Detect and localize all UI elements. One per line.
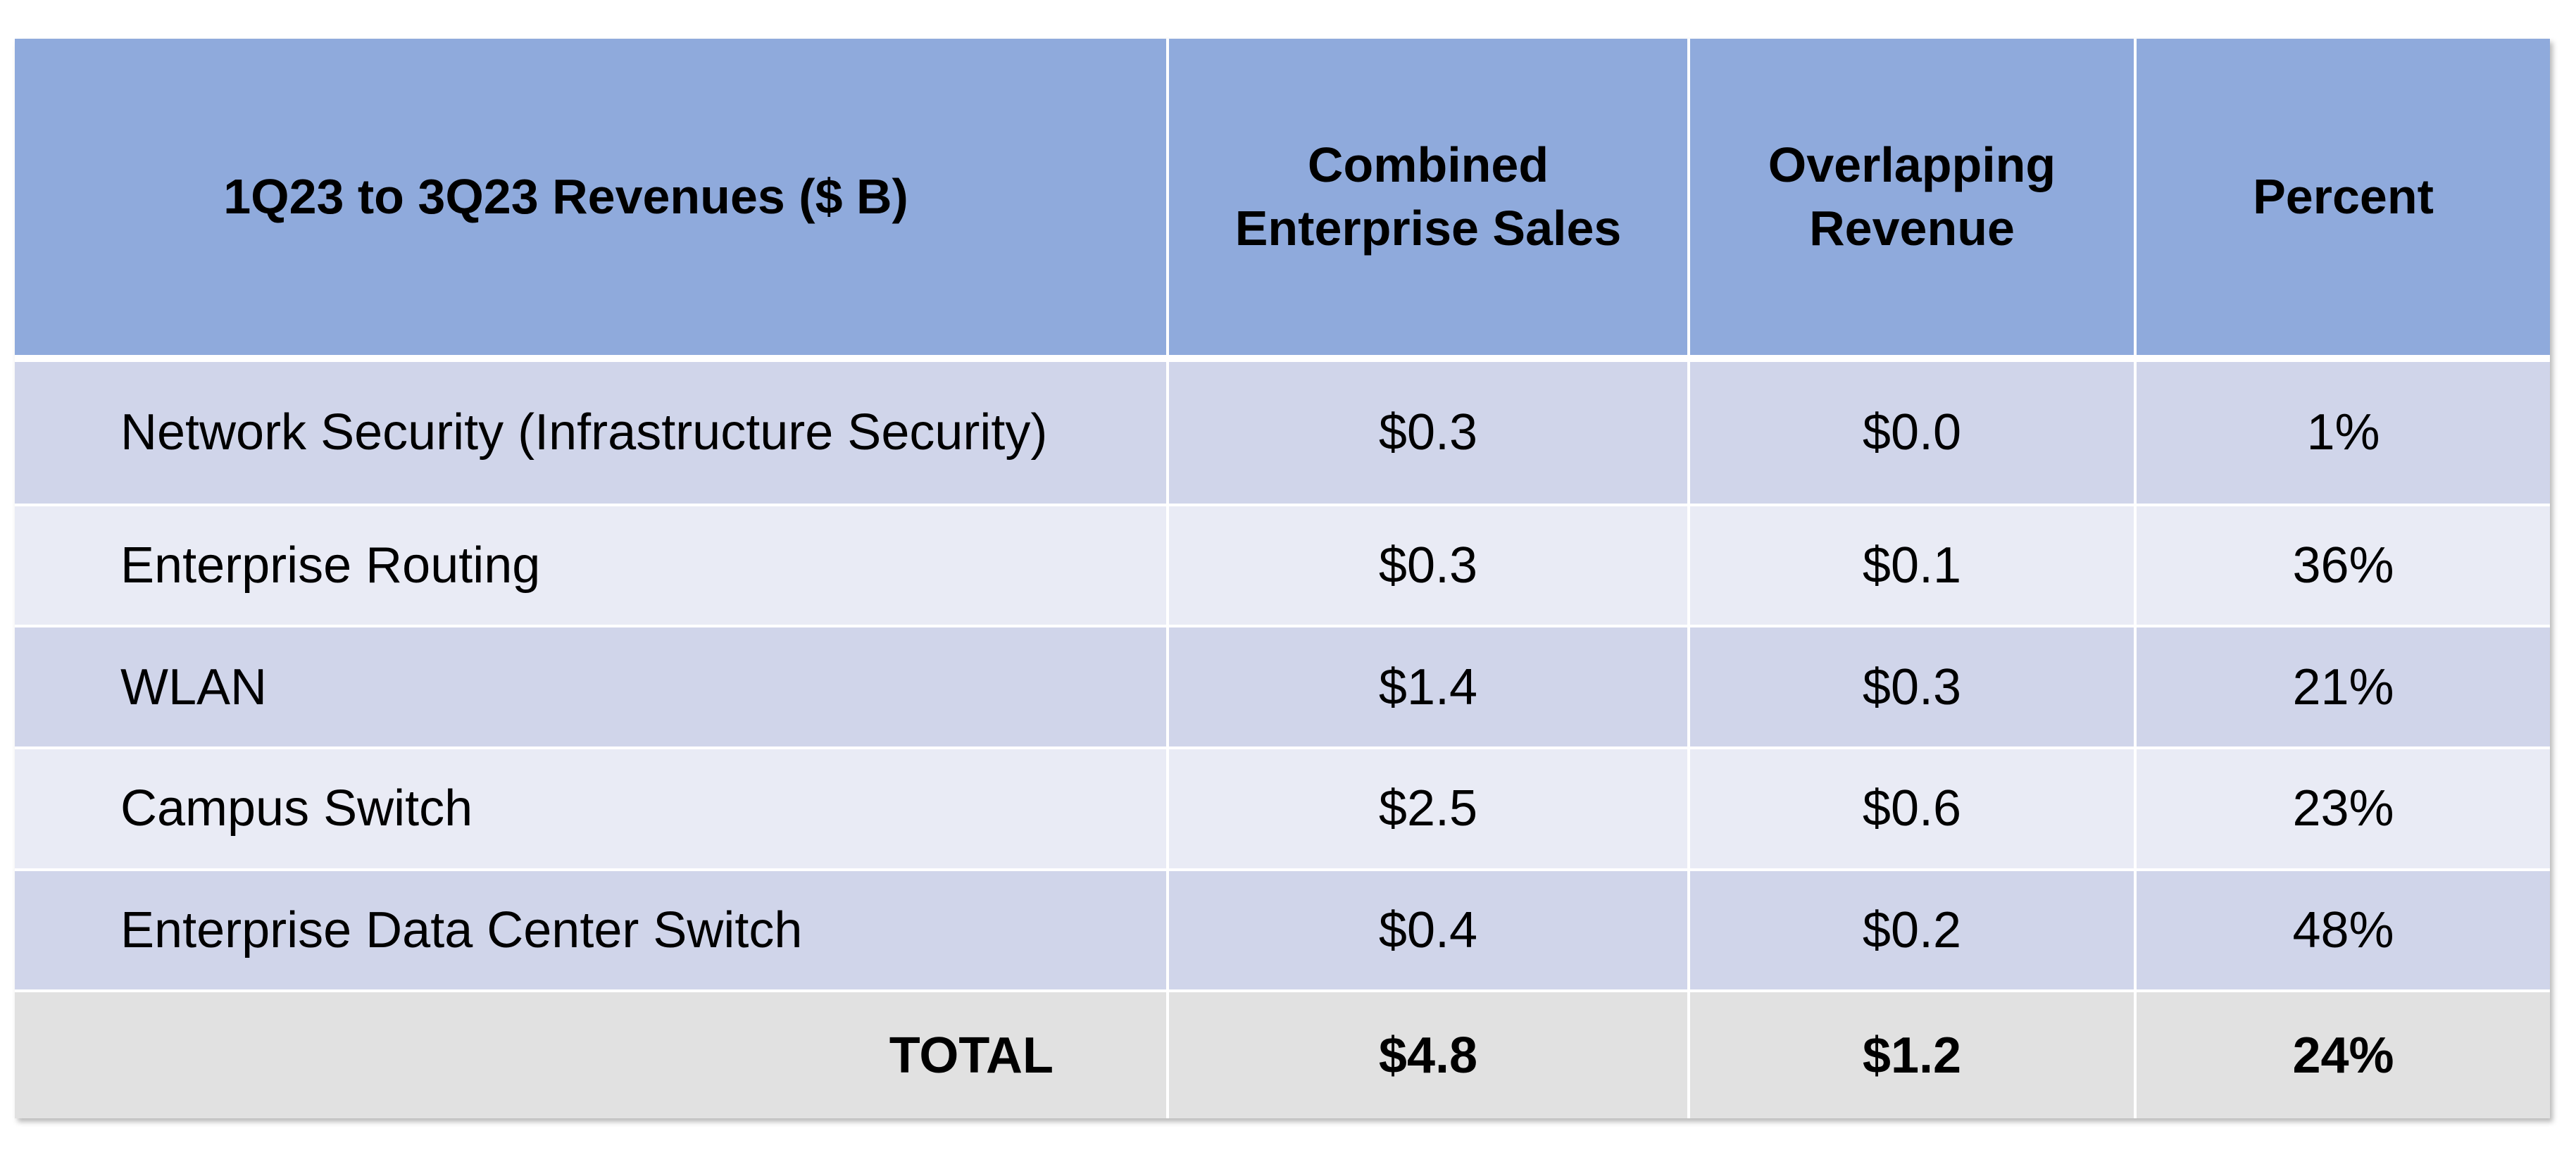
percent-cell: 1% (2134, 356, 2550, 506)
revenue-table: 1Q23 to 3Q23 Revenues ($ B) Combined Ente… (15, 39, 2550, 1118)
segment-cell: Enterprise Routing (15, 503, 1169, 628)
combined-sales-cell: $0.3 (1166, 356, 1690, 506)
header-overlapping-revenue: Overlapping Revenue (1687, 39, 2137, 362)
combined-sales-cell: $1.4 (1166, 625, 1690, 749)
combined-sales-cell: $0.4 (1166, 868, 1690, 993)
overlapping-revenue-cell: $0.6 (1687, 746, 2137, 871)
segment-cell: Campus Switch (15, 746, 1169, 871)
overlapping-revenue-cell: $0.1 (1687, 503, 2137, 628)
segment-cell: WLAN (15, 625, 1169, 749)
header-combined-enterprise-sales: Combined Enterprise Sales (1166, 39, 1690, 362)
header-row: 1Q23 to 3Q23 Revenues ($ B) Combined Ente… (15, 39, 2550, 362)
overlapping-revenue-cell: $0.3 (1687, 625, 2137, 749)
percent-cell: 48% (2134, 868, 2550, 993)
total-combined-sales-cell: $4.8 (1166, 989, 1690, 1118)
combined-sales-cell: $0.3 (1166, 503, 1690, 628)
segment-cell: Network Security (Infrastructure Securit… (15, 356, 1169, 506)
percent-cell: 36% (2134, 503, 2550, 628)
revenue-table-container: 1Q23 to 3Q23 Revenues ($ B) Combined Ente… (15, 39, 2550, 1118)
total-row: TOTAL $4.8 $1.2 24% (15, 989, 2550, 1118)
combined-sales-cell: $2.5 (1166, 746, 1690, 871)
percent-cell: 23% (2134, 746, 2550, 871)
percent-cell: 21% (2134, 625, 2550, 749)
table-row: WLAN $1.4 $0.3 21% (15, 625, 2550, 749)
table-row: Enterprise Data Center Switch $0.4 $0.2 … (15, 868, 2550, 993)
segment-cell: Enterprise Data Center Switch (15, 868, 1169, 993)
total-percent-cell: 24% (2134, 989, 2550, 1118)
table-row: Campus Switch $2.5 $0.6 23% (15, 746, 2550, 871)
total-label: TOTAL (15, 989, 1169, 1118)
overlapping-revenue-cell: $0.2 (1687, 868, 2137, 993)
table-row: Network Security (Infrastructure Securit… (15, 356, 2550, 506)
total-overlapping-revenue-cell: $1.2 (1687, 989, 2137, 1118)
header-segment: 1Q23 to 3Q23 Revenues ($ B) (15, 39, 1169, 362)
table-row: Enterprise Routing $0.3 $0.1 36% (15, 503, 2550, 628)
overlapping-revenue-cell: $0.0 (1687, 356, 2137, 506)
header-percent: Percent (2134, 39, 2550, 362)
